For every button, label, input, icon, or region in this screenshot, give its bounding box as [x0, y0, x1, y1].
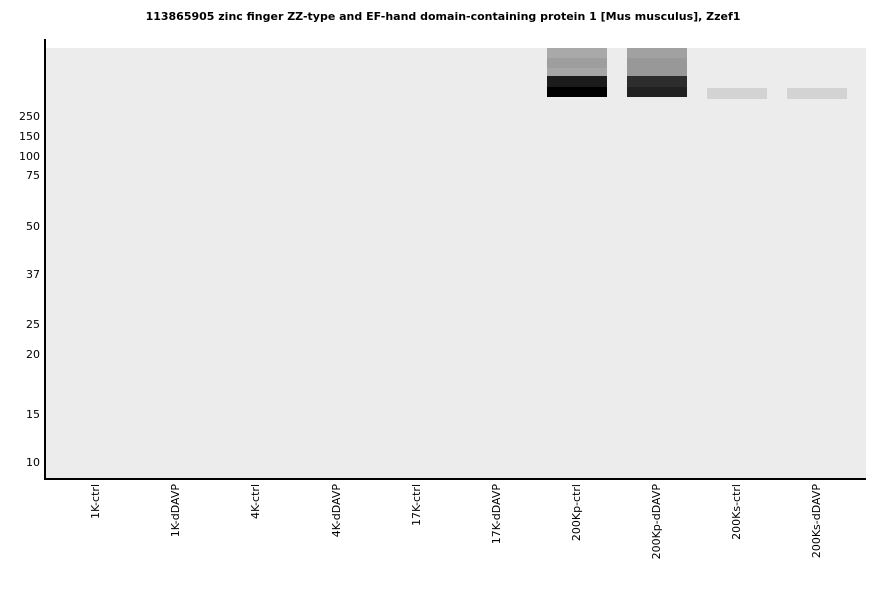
y-axis-line	[44, 39, 46, 480]
y-tick-label: 100	[19, 150, 40, 163]
protein-band	[627, 48, 687, 58]
protein-band	[627, 58, 687, 76]
x-tick-label: 200Ks-ctrl	[730, 484, 743, 540]
protein-band	[787, 88, 847, 99]
protein-band	[547, 58, 607, 68]
x-tick-label: 4K-dDAVP	[330, 484, 343, 538]
x-axis-line	[44, 478, 866, 480]
x-tick-label: 200Kp-ctrl	[570, 484, 583, 542]
protein-band	[547, 87, 607, 97]
protein-band	[547, 48, 607, 58]
y-tick-label: 50	[26, 220, 40, 233]
x-tick-label: 200Ks-dDAVP	[810, 484, 823, 559]
y-tick-label: 150	[19, 130, 40, 143]
protein-band	[547, 76, 607, 87]
y-tick-label: 20	[26, 348, 40, 361]
y-tick-label: 15	[26, 408, 40, 421]
x-tick-label: 1K-dDAVP	[169, 484, 182, 538]
x-tick-label: 17K-ctrl	[410, 484, 423, 526]
chart-title: 113865905 zinc finger ZZ-type and EF-han…	[145, 10, 741, 23]
y-tick-label: 10	[26, 456, 40, 469]
y-tick-label: 75	[26, 169, 40, 182]
protein-band	[627, 87, 687, 97]
x-tick-label: 4K-ctrl	[249, 484, 262, 519]
x-tick-label: 1K-ctrl	[89, 484, 102, 519]
protein-band	[547, 68, 607, 76]
gel-blot-area	[46, 48, 866, 478]
y-tick-label: 25	[26, 318, 40, 331]
protein-band	[707, 88, 767, 99]
y-tick-label: 250	[19, 110, 40, 123]
protein-band	[627, 76, 687, 87]
y-tick-label: 37	[26, 268, 40, 281]
x-tick-label: 17K-dDAVP	[490, 484, 503, 545]
x-tick-label: 200Kp-dDAVP	[650, 484, 663, 560]
